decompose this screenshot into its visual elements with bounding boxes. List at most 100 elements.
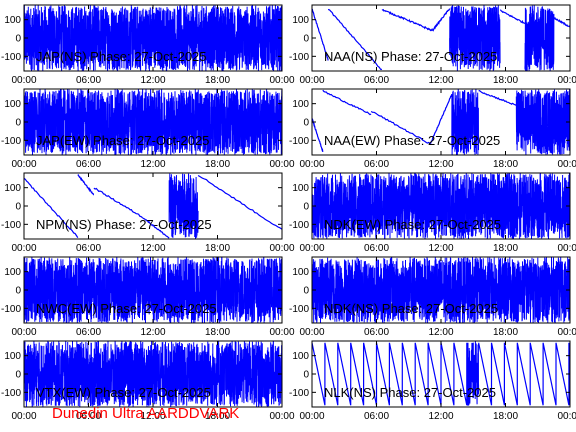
x-tick-label: 12:00 <box>140 327 165 338</box>
x-tick-label: 12:00 <box>428 327 453 338</box>
trace-segment <box>141 217 170 239</box>
x-tick-label: 06:00 <box>76 75 101 86</box>
panel-title: VTX(EW) Phase: 27-Oct-2025 <box>36 385 211 400</box>
trace-segment <box>451 89 480 155</box>
x-tick-label: 18:00 <box>205 75 230 86</box>
trace-segment <box>93 187 143 218</box>
x-tick-label: 00:00 <box>269 243 294 254</box>
y-tick-label: 0 <box>15 34 21 45</box>
y-tick-label: -100 <box>1 220 21 231</box>
trace-segment <box>370 110 431 145</box>
y-tick-label: 0 <box>15 202 21 213</box>
y-tick-label: 0 <box>15 118 21 129</box>
trace-segment <box>24 5 282 71</box>
x-tick-label: 06:00 <box>76 411 101 422</box>
y-tick-label: 100 <box>292 267 309 278</box>
x-tick-label: 12:00 <box>428 411 453 422</box>
x-tick-label: 18:00 <box>493 159 518 170</box>
x-tick-label: 00:00 <box>269 75 294 86</box>
trace-segment <box>24 341 282 407</box>
series-2 <box>24 89 282 155</box>
y-tick-label: 100 <box>292 351 309 362</box>
x-tick-label: 06:00 <box>364 327 389 338</box>
trace-segment <box>327 8 383 71</box>
trace-segment <box>77 173 95 196</box>
series-7 <box>312 257 570 323</box>
panel-title: JAP(NS) Phase: 27-Oct-2025 <box>36 49 207 64</box>
x-tick-label: 00:00 <box>557 411 576 422</box>
trace-segment <box>24 89 282 155</box>
trace-segment <box>429 94 453 144</box>
y-tick-label: 100 <box>4 183 21 194</box>
x-tick-label: 18:00 <box>493 327 518 338</box>
y-tick-label: -100 <box>289 52 309 63</box>
panel-5: 1000-10000:0006:0012:0018:0000:00NDK(EW)… <box>289 172 576 254</box>
trace-segment <box>312 8 329 61</box>
x-tick-label: 06:00 <box>364 159 389 170</box>
x-tick-label: 00:00 <box>299 411 324 422</box>
series-8 <box>24 341 282 407</box>
series-1 <box>312 5 570 71</box>
x-tick-label: 06:00 <box>76 243 101 254</box>
panel-title: NPM(NS) Phase: 27-Oct-2025 <box>36 217 212 232</box>
y-tick-label: 100 <box>4 15 21 26</box>
footer-label: Dunedin Ultra AARDDVARK <box>52 405 240 422</box>
x-tick-label: 06:00 <box>364 243 389 254</box>
x-tick-label: 00:00 <box>557 159 576 170</box>
trace-segment <box>431 8 451 32</box>
panel-7: 1000-10000:0006:0012:0018:0000:00NDK(NS)… <box>289 256 576 338</box>
x-tick-label: 00:00 <box>557 75 576 86</box>
y-tick-label: 100 <box>4 351 21 362</box>
y-tick-label: -100 <box>289 388 309 399</box>
y-tick-label: 0 <box>303 34 309 45</box>
trace-segment <box>24 177 79 239</box>
x-tick-label: 12:00 <box>140 159 165 170</box>
x-tick-label: 00:00 <box>11 159 36 170</box>
x-tick-label: 00:00 <box>11 75 36 86</box>
x-tick-label: 12:00 <box>140 75 165 86</box>
x-tick-label: 00:00 <box>11 411 36 422</box>
trace-segment <box>478 342 570 406</box>
y-tick-label: 100 <box>4 99 21 110</box>
x-tick-label: 00:00 <box>269 411 294 422</box>
trace-segment <box>478 89 517 106</box>
y-tick-label: -100 <box>289 136 309 147</box>
x-tick-label: 00:00 <box>299 327 324 338</box>
trace-segment <box>197 174 282 230</box>
x-tick-label: 00:00 <box>269 159 294 170</box>
series-3 <box>312 89 570 155</box>
y-tick-label: 0 <box>303 370 309 381</box>
y-tick-label: -100 <box>1 304 21 315</box>
panel-title: JAP(EW) Phase: 27-Oct-2025 <box>36 133 209 148</box>
series-4 <box>24 173 282 239</box>
panel-3: 1000-10000:0006:0012:0018:0000:00NAA(EW)… <box>289 88 576 170</box>
x-tick-label: 00:00 <box>299 159 324 170</box>
y-tick-label: -100 <box>289 304 309 315</box>
panel-title: NAA(NS) Phase: 27-Oct-2025 <box>324 49 497 64</box>
y-tick-label: 0 <box>303 286 309 297</box>
x-tick-label: 06:00 <box>364 411 389 422</box>
trace-segment <box>515 89 570 155</box>
y-tick-label: 100 <box>292 183 309 194</box>
trace-segment <box>381 8 409 22</box>
x-tick-label: 18:00 <box>205 327 230 338</box>
y-tick-label: 0 <box>303 202 309 213</box>
panel-title: NWC(EW) Phase: 27-Oct-2025 <box>36 301 217 316</box>
trace-segment <box>408 18 433 32</box>
x-tick-label: 00:00 <box>11 243 36 254</box>
x-tick-label: 18:00 <box>205 243 230 254</box>
x-tick-label: 00:00 <box>557 327 576 338</box>
x-tick-label: 12:00 <box>140 411 165 422</box>
trace-segment <box>312 118 324 152</box>
x-tick-label: 00:00 <box>557 243 576 254</box>
panel-1: 1000-10000:0006:0012:0018:0000:00NAA(NS)… <box>289 4 576 86</box>
x-tick-label: 18:00 <box>493 75 518 86</box>
x-tick-label: 06:00 <box>76 327 101 338</box>
y-tick-label: 0 <box>15 286 21 297</box>
trace-segment <box>553 16 570 28</box>
x-tick-label: 12:00 <box>140 243 165 254</box>
